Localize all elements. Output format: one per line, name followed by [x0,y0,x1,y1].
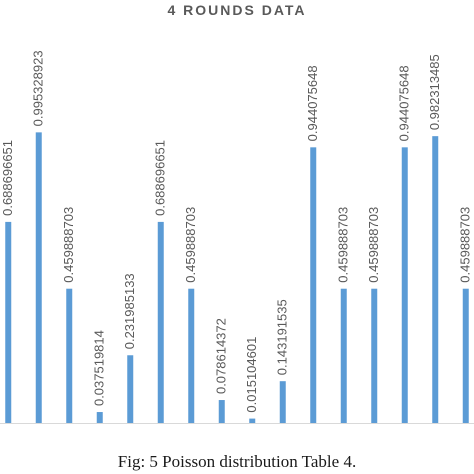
bar-7 [188,288,195,423]
data-label-8: 0.078614372 [214,318,229,394]
bar-3 [66,288,73,423]
figure-caption: Fig: 5 Poisson distribution Table 4. [117,452,357,471]
bar-9 [249,418,256,423]
data-label-12: 0.459888703 [336,207,351,283]
bar-2 [35,132,42,424]
bars-layer [5,132,469,424]
bar-4 [96,412,103,423]
data-label-14: 0.944075648 [397,65,412,141]
bar-13 [371,288,378,423]
bar-8 [218,400,225,423]
bar-10 [279,381,286,423]
data-label-3: 0.459888703 [61,207,76,283]
bar-chart: 4 ROUNDS DATA 0.688696651 0.995328923 0.45… [0,2,474,424]
bar-16 [462,288,469,423]
bar-11 [310,147,317,423]
data-label-7: 0.459888703 [183,207,198,283]
data-label-15: 0.982313485 [427,54,442,130]
data-label-9: 0.015104601 [244,337,259,413]
data-label-5: 0.231985133 [122,273,137,349]
bar-5 [127,355,134,423]
data-label-16: 0.459888703 [458,207,473,283]
data-labels-layer: 0.688696651 0.995328923 0.459888703 0.03751… [0,50,473,412]
bar-1 [5,221,12,423]
chart-title: 4 ROUNDS DATA [167,2,306,18]
data-label-6: 0.688696651 [153,140,168,216]
data-label-13: 0.459888703 [366,207,381,283]
bar-15 [432,136,439,423]
bar-12 [340,288,347,423]
data-label-10: 0.143191535 [275,299,290,375]
data-label-2: 0.995328923 [31,50,46,126]
data-label-11: 0.944075648 [305,65,320,141]
data-label-1: 0.688696651 [0,140,15,216]
bar-14 [401,147,408,423]
bar-6 [157,221,164,423]
data-label-4: 0.037519814 [92,330,107,406]
